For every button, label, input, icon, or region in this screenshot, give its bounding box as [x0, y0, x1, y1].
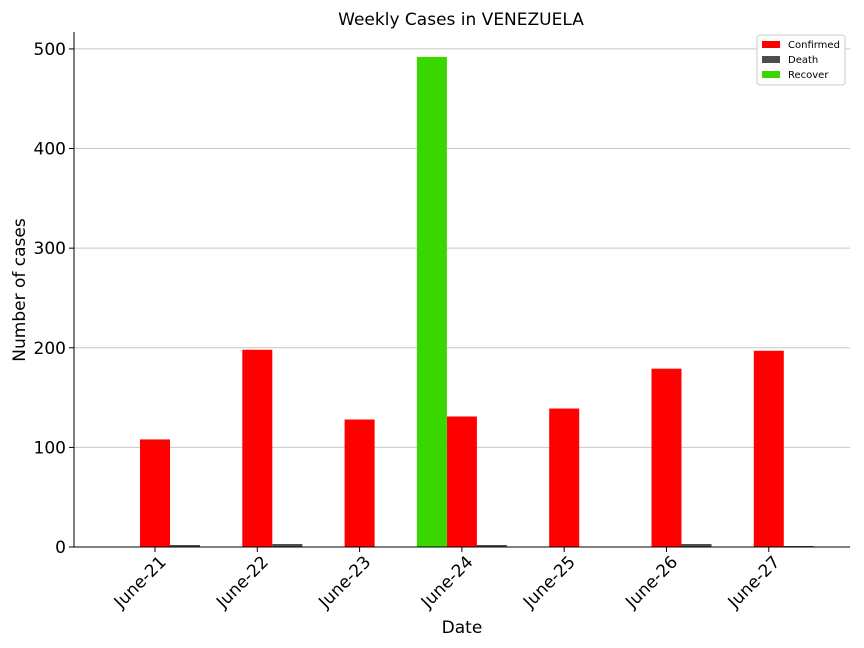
- x-tick-label: June-22: [212, 552, 273, 613]
- chart-title: Weekly Cases in VENEZUELA: [338, 10, 584, 30]
- x-axis-ticks: June-21 June-22 June-23 June-24 June-25 June-…: [110, 547, 784, 613]
- legend-label-recover: Recover: [788, 70, 829, 81]
- x-tick-label: June-25: [519, 552, 580, 613]
- y-tick-label: 400: [34, 140, 66, 160]
- bar-confirmed-june-24: [446, 416, 477, 547]
- legend-swatch-recover: [762, 71, 780, 78]
- bar-confirmed-june-27: [753, 350, 784, 547]
- y-tick-label: 0: [55, 538, 66, 558]
- y-axis-ticks: 0 100 200 300 400 500: [34, 40, 74, 558]
- bar-confirmed-june-26: [651, 368, 682, 547]
- y-tick-label: 300: [34, 239, 66, 259]
- x-tick-label: June-26: [621, 552, 682, 613]
- gridlines: [74, 48, 850, 448]
- bar-confirmed-june-22: [242, 349, 273, 547]
- x-tick-label: June-24: [417, 552, 478, 613]
- bar-death-june-24: [476, 545, 507, 547]
- legend-swatch-confirmed: [762, 41, 780, 48]
- bar-death-june-26: [681, 544, 712, 547]
- legend-label-confirmed: Confirmed: [788, 40, 840, 51]
- x-tick-label: June-27: [724, 552, 785, 613]
- legend-swatch-death: [762, 56, 780, 63]
- y-tick-label: 100: [34, 438, 66, 458]
- x-tick-label: June-21: [110, 552, 171, 613]
- bar-confirmed-june-23: [344, 419, 375, 547]
- bar-confirmed-june-25: [549, 408, 580, 547]
- bar-death-june-22: [272, 544, 303, 547]
- y-axis-label: Number of cases: [10, 218, 30, 362]
- legend: Confirmed Death Recover: [756, 34, 846, 86]
- x-tick-label: June-23: [314, 552, 375, 613]
- bar-death-june-21: [170, 545, 200, 547]
- bars: [140, 56, 814, 547]
- y-tick-label: 500: [34, 40, 66, 60]
- bar-confirmed-june-21: [140, 439, 170, 547]
- bar-recover-june-24: [416, 56, 447, 547]
- x-axis-label: Date: [442, 618, 483, 638]
- y-tick-label: 200: [34, 339, 66, 359]
- legend-label-death: Death: [788, 55, 818, 66]
